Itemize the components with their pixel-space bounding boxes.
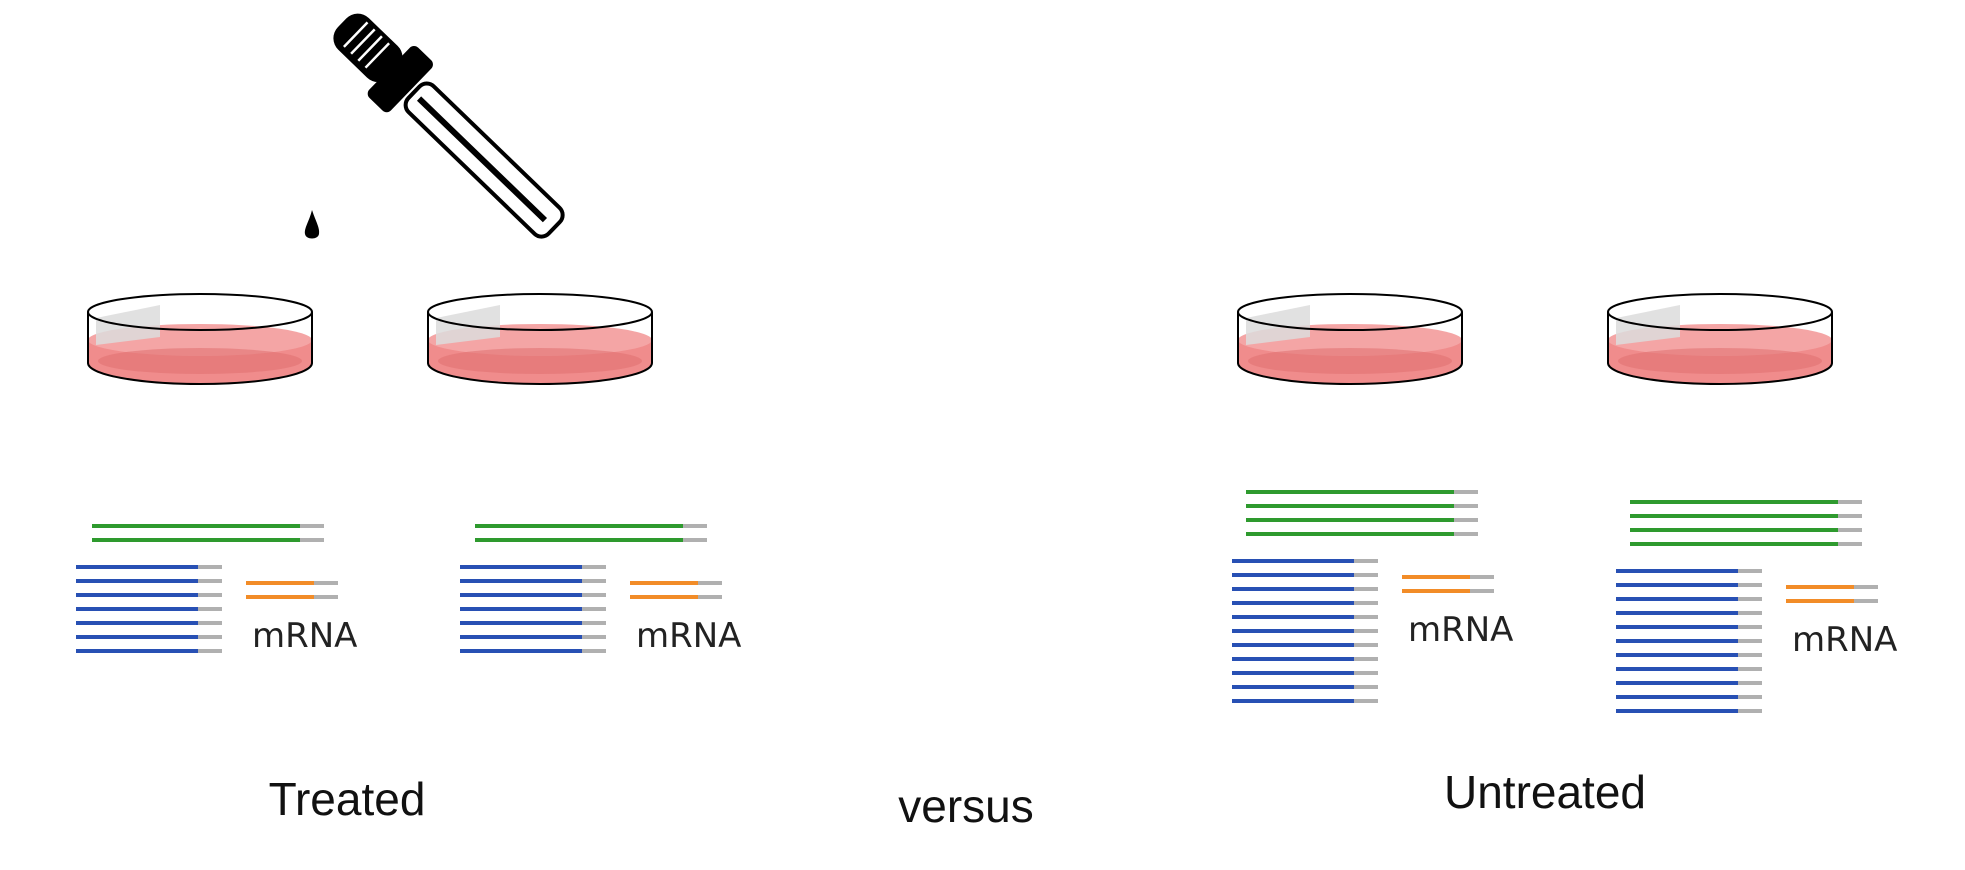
green-reads	[1630, 500, 1862, 546]
mrna-label: mRNA	[636, 616, 741, 656]
read-group: mRNA	[460, 524, 741, 656]
mrna-read-groups: mRNA mRNA mRNA mRNA	[76, 490, 1897, 713]
read-group: mRNA	[76, 524, 357, 656]
orange-reads	[246, 581, 338, 599]
petri-dish	[1237, 293, 1463, 385]
mrna-label: mRNA	[1792, 620, 1897, 660]
blue-reads	[1232, 559, 1378, 703]
petri-dish	[87, 293, 313, 385]
orange-reads	[1786, 585, 1878, 603]
petri-dish	[427, 293, 653, 385]
versus-label: versus	[898, 780, 1033, 832]
mrna-label: mRNA	[1408, 610, 1513, 650]
blue-reads	[1616, 569, 1762, 713]
orange-reads	[630, 581, 722, 599]
dropper-icon	[304, 13, 565, 239]
green-reads	[1246, 490, 1478, 536]
mrna-label: mRNA	[252, 616, 357, 656]
petri-dishes	[87, 293, 1833, 385]
green-reads	[92, 524, 324, 542]
treated-label: Treated	[269, 773, 426, 825]
green-reads	[475, 524, 707, 542]
blue-reads	[76, 565, 222, 653]
read-group: mRNA	[1616, 500, 1897, 713]
orange-reads	[1402, 575, 1494, 593]
untreated-label: Untreated	[1444, 766, 1646, 818]
read-group: mRNA	[1232, 490, 1513, 703]
blue-reads	[460, 565, 606, 653]
petri-dish	[1607, 293, 1833, 385]
